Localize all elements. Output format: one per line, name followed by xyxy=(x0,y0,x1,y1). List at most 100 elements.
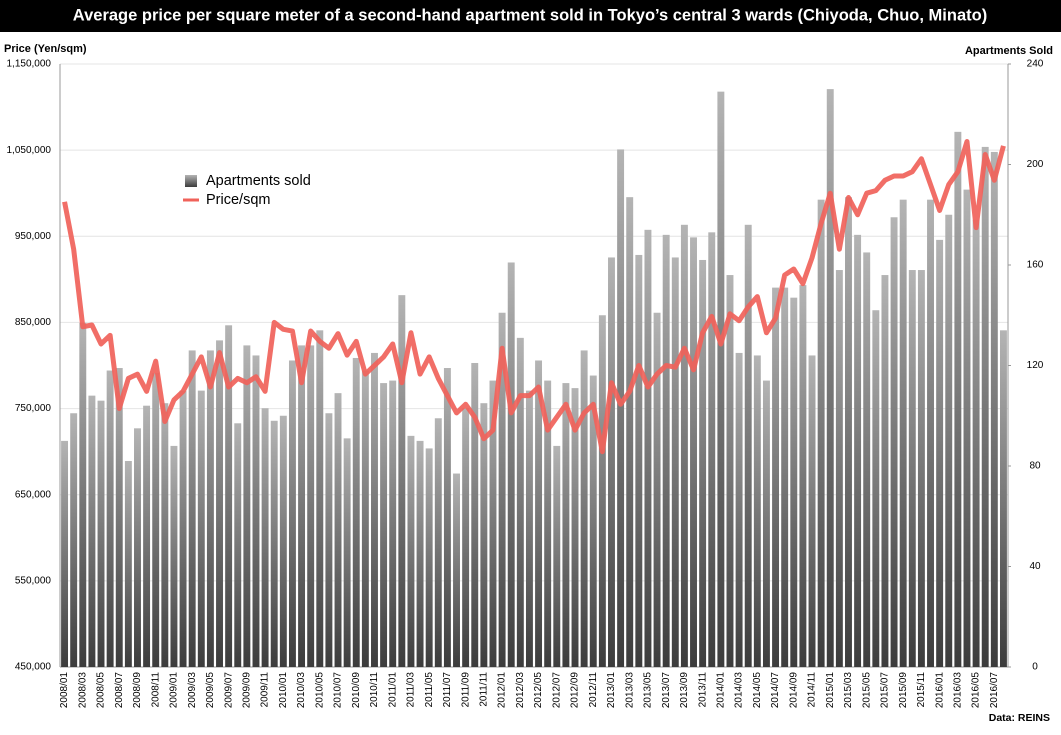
bar xyxy=(398,295,406,667)
y2-tick-label: 200 xyxy=(1027,159,1044,170)
title-bar xyxy=(0,0,1061,32)
bar xyxy=(216,340,223,667)
bar xyxy=(161,403,169,667)
bar xyxy=(343,438,351,667)
bar xyxy=(225,325,233,667)
y-tick-label: 1,050,000 xyxy=(7,145,52,156)
price-line xyxy=(62,139,1006,455)
bar xyxy=(443,368,451,667)
x-tick-label: 2013/03 xyxy=(624,672,635,709)
bar xyxy=(79,322,87,667)
bar xyxy=(489,380,497,667)
x-tick-label: 2012/11 xyxy=(588,672,599,708)
bar xyxy=(617,149,625,668)
bar xyxy=(580,350,588,667)
y-tick-label: 450,000 xyxy=(15,662,52,673)
bar xyxy=(917,270,925,667)
bar xyxy=(480,403,488,667)
bar xyxy=(936,239,944,667)
x-tick-label: 2011/07 xyxy=(442,672,453,708)
bar xyxy=(525,390,533,667)
bar xyxy=(334,393,342,667)
x-tick-label: 2009/03 xyxy=(187,672,198,709)
bar xyxy=(507,262,515,667)
y-axis-label: Price (Yen/sqm) xyxy=(4,43,87,55)
x-tick-label: 2013/11 xyxy=(697,672,708,708)
bar xyxy=(990,151,998,667)
x-tick-label: 2009/05 xyxy=(205,672,216,709)
bar xyxy=(243,345,251,667)
bar xyxy=(589,375,597,667)
x-tick-label: 2011/11 xyxy=(479,672,490,707)
bar xyxy=(808,355,816,667)
y2-tick-label: 160 xyxy=(1027,260,1044,271)
bar xyxy=(434,418,442,667)
bar xyxy=(61,440,69,667)
bar xyxy=(270,420,278,667)
x-tick-label: 2008/05 xyxy=(96,672,107,709)
bar xyxy=(316,330,324,667)
bar xyxy=(298,345,306,667)
x-tick-label: 2009/07 xyxy=(223,672,234,709)
x-tick-label: 2014/11 xyxy=(807,672,818,708)
bar xyxy=(626,197,634,667)
bar xyxy=(644,229,652,667)
x-tick-label: 2010/11 xyxy=(369,672,380,708)
x-tick-label: 2010/07 xyxy=(333,672,344,709)
bar xyxy=(188,350,196,667)
x-tick-label: 2016/01 xyxy=(934,672,945,709)
y-tick-label: 850,000 xyxy=(15,317,52,328)
x-tick-label: 2012/01 xyxy=(497,672,508,709)
bar xyxy=(553,445,561,667)
bar xyxy=(88,395,96,667)
bar xyxy=(425,448,433,667)
x-tick-label: 2013/05 xyxy=(643,672,654,709)
bar xyxy=(981,146,989,668)
bar xyxy=(835,270,843,667)
x-tick-label: 2010/05 xyxy=(314,672,325,709)
x-tick-label: 2012/03 xyxy=(515,672,526,709)
x-tick-label: 2015/05 xyxy=(861,672,872,709)
bar xyxy=(471,362,479,667)
bar xyxy=(389,380,397,667)
bar xyxy=(963,189,971,667)
bar xyxy=(881,275,889,667)
bar xyxy=(845,197,852,667)
bar xyxy=(143,405,151,667)
bar xyxy=(708,232,716,667)
bar xyxy=(371,352,378,667)
bar xyxy=(972,219,980,667)
bar xyxy=(361,370,369,667)
y-tick-label: 750,000 xyxy=(15,403,52,414)
bar xyxy=(790,297,798,667)
x-tick-label: 2008/11 xyxy=(150,672,161,708)
bar xyxy=(680,224,688,668)
bar xyxy=(662,234,670,667)
x-tick-label: 2010/03 xyxy=(296,672,307,709)
bar xyxy=(279,415,287,667)
x-tick-label: 2009/01 xyxy=(169,672,180,709)
x-tick-label: 2009/09 xyxy=(242,672,253,709)
x-tick-label: 2012/09 xyxy=(570,672,581,709)
source-note: Data: REINS xyxy=(989,712,1050,724)
bar xyxy=(462,408,470,667)
legend-swatch xyxy=(185,175,197,187)
y2-axis-label: Apartments Sold xyxy=(965,45,1053,57)
y2-tick-label: 0 xyxy=(1032,662,1038,673)
x-tick-label: 2013/01 xyxy=(606,672,617,709)
bar xyxy=(890,217,898,667)
x-tick-label: 2008/03 xyxy=(77,672,88,709)
bar xyxy=(124,460,132,667)
bar xyxy=(234,423,242,667)
bar xyxy=(407,435,415,667)
x-tick-label: 2008/07 xyxy=(114,672,125,709)
x-tick-label: 2014/03 xyxy=(734,672,745,709)
bar xyxy=(416,440,424,667)
bar xyxy=(872,310,880,667)
bar xyxy=(562,383,570,667)
bar xyxy=(726,275,734,667)
x-tick-label: 2015/01 xyxy=(825,672,836,709)
y-tick-label: 1,150,000 xyxy=(7,59,52,70)
bar xyxy=(854,234,862,667)
